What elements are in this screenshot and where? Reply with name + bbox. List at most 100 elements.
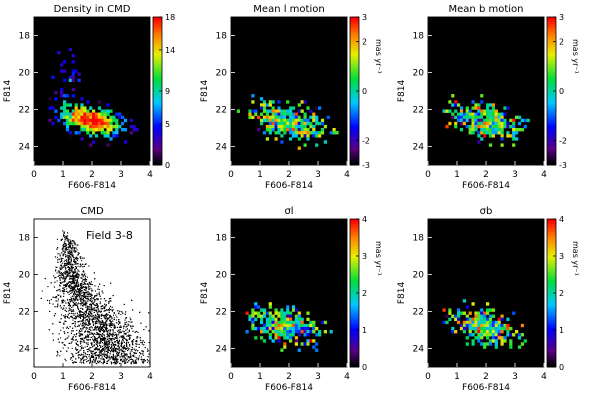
y-tick-label: 20 bbox=[19, 69, 31, 79]
scatter-point bbox=[128, 324, 130, 326]
scatter-point bbox=[93, 301, 95, 303]
heatmap-cell bbox=[271, 109, 275, 113]
scatter-point bbox=[86, 345, 88, 347]
scatter-point bbox=[110, 361, 112, 363]
scatter-point bbox=[62, 347, 64, 349]
scatter-point bbox=[118, 343, 120, 345]
scatter-point bbox=[72, 336, 74, 338]
scatter-point bbox=[69, 308, 71, 310]
scatter-point bbox=[91, 288, 93, 290]
scatter-point bbox=[65, 338, 67, 340]
colorbar-segment bbox=[350, 34, 359, 38]
scatter-point bbox=[123, 337, 125, 339]
scatter-point bbox=[84, 263, 86, 265]
scatter-point bbox=[91, 310, 93, 312]
scatter-point bbox=[57, 338, 59, 340]
scatter-point bbox=[135, 361, 137, 363]
scatter-point bbox=[74, 275, 76, 277]
scatter-point bbox=[63, 284, 65, 286]
scatter-point bbox=[96, 344, 98, 346]
scatter-point bbox=[99, 329, 101, 331]
scatter-point bbox=[104, 345, 106, 347]
scatter-point bbox=[66, 270, 68, 272]
scatter-point bbox=[63, 235, 65, 237]
scatter-point bbox=[81, 311, 83, 313]
heatmap-cell bbox=[315, 115, 319, 120]
scatter-point bbox=[85, 336, 87, 338]
scatter-point bbox=[63, 272, 65, 274]
scatter-point bbox=[118, 319, 120, 321]
scatter-point bbox=[79, 320, 81, 322]
scatter-point bbox=[83, 362, 85, 364]
scatter-point bbox=[93, 357, 95, 359]
scatter-point bbox=[96, 298, 98, 300]
heatmap-cell bbox=[488, 112, 493, 116]
scatter-point bbox=[78, 321, 80, 323]
scatter-point bbox=[49, 310, 51, 312]
scatter-point bbox=[105, 304, 107, 306]
heatmap-cell bbox=[268, 118, 272, 123]
scatter-point bbox=[80, 333, 82, 335]
scatter-point bbox=[92, 333, 94, 335]
heatmap-cell bbox=[512, 137, 516, 141]
scatter-point bbox=[108, 357, 110, 359]
scatter-point bbox=[81, 341, 83, 343]
scatter-point bbox=[96, 318, 98, 320]
colorbar-segment bbox=[350, 41, 359, 45]
scatter-point bbox=[78, 274, 80, 276]
heatmap-cell bbox=[48, 106, 52, 110]
heatmap-cell bbox=[265, 115, 269, 120]
colorbar-segment bbox=[153, 115, 162, 119]
scatter-point bbox=[71, 250, 73, 252]
y-tick-label: 24 bbox=[413, 143, 425, 153]
scatter-point bbox=[82, 274, 84, 276]
scatter-point bbox=[78, 325, 80, 327]
heatmap-cell bbox=[236, 109, 240, 113]
heatmap-cell bbox=[94, 124, 99, 129]
scatter-point bbox=[97, 355, 99, 357]
scatter-point bbox=[139, 311, 141, 313]
heatmap-cell bbox=[100, 109, 104, 113]
scatter-point bbox=[147, 348, 149, 350]
heatmap-cell bbox=[74, 118, 78, 123]
scatter-point bbox=[90, 312, 92, 314]
heatmap-cell bbox=[286, 124, 290, 129]
heatmap-cell bbox=[80, 115, 84, 120]
colorbar-segment bbox=[350, 31, 359, 35]
scatter-point bbox=[77, 305, 79, 307]
scatter-point bbox=[74, 303, 76, 305]
scatter-point bbox=[107, 338, 109, 340]
scatter-point bbox=[60, 276, 62, 278]
heatmap-cell bbox=[106, 134, 110, 138]
scatter-point bbox=[140, 322, 142, 324]
scatter-point bbox=[69, 285, 71, 287]
scatter-point bbox=[73, 299, 75, 301]
heatmap-cell bbox=[448, 100, 452, 104]
scatter-point bbox=[56, 290, 58, 292]
heatmap-cell bbox=[271, 121, 275, 126]
heatmap-cell bbox=[289, 121, 293, 126]
scatter-point bbox=[63, 295, 65, 297]
scatter-point bbox=[102, 330, 104, 332]
scatter-point bbox=[63, 232, 65, 234]
scatter-point bbox=[130, 356, 132, 358]
scatter-point bbox=[89, 362, 91, 364]
scatter-point bbox=[71, 300, 73, 302]
heatmap-cell bbox=[480, 128, 484, 132]
scatter-point bbox=[85, 330, 87, 332]
heatmap-cell bbox=[106, 121, 110, 126]
heatmap-cell bbox=[63, 112, 67, 116]
scatter-point bbox=[95, 317, 97, 319]
scatter-point bbox=[90, 315, 92, 317]
scatter-point bbox=[123, 351, 125, 353]
heatmap-cell bbox=[465, 124, 469, 129]
scatter-point bbox=[103, 329, 105, 331]
scatter-point bbox=[122, 347, 124, 349]
scatter-point bbox=[73, 314, 75, 316]
colorbar-segment bbox=[350, 78, 359, 82]
scatter-point bbox=[103, 338, 105, 340]
heatmap-cell bbox=[89, 118, 93, 123]
heatmap-cell bbox=[500, 124, 504, 129]
heatmap-cell bbox=[63, 103, 67, 107]
scatter-point bbox=[77, 284, 79, 286]
